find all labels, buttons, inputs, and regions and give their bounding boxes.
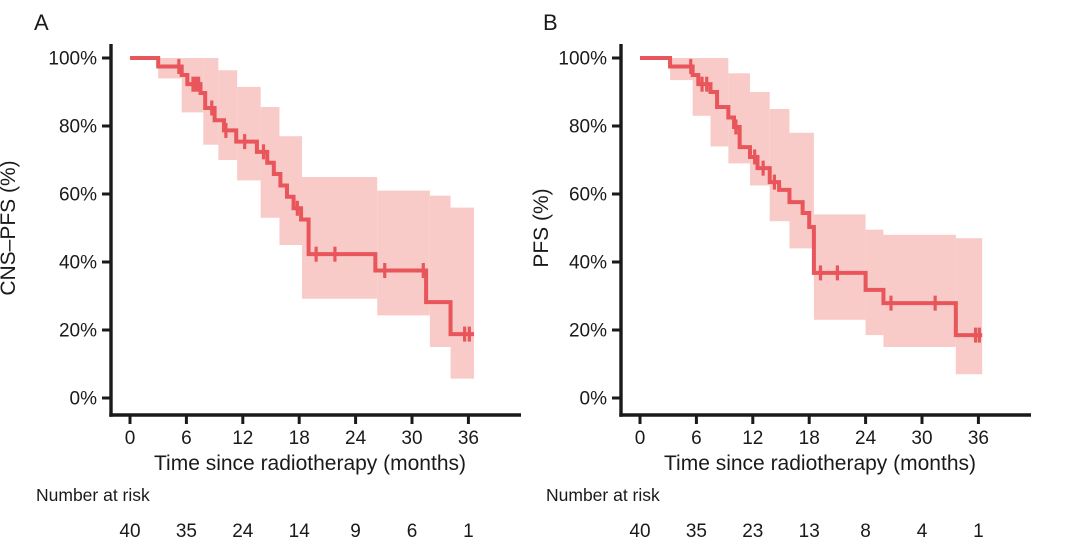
number-at-risk-header-b: Number at risk [546,485,660,505]
y-tick-label: 100% [48,49,97,70]
confidence-band-segment [670,58,693,81]
x-tick-label: 12 [742,428,763,449]
y-axis-title-b: PFS (%) [530,188,553,267]
y-tick-label: 20% [569,321,607,342]
x-tick-label: 18 [799,428,820,449]
y-tick-label: 20% [59,321,97,342]
confidence-band-segment [789,132,814,249]
panel-b: B PFS (%) Time since radiotherapy (month… [530,10,1031,542]
risk-count: 24 [232,521,254,542]
x-tick-label: 0 [635,428,646,449]
y-tick-label: 40% [569,253,607,274]
plot-area-a: 0 6 12 18 24 30 36 0% 20% 40% 60% 80% 100% 40 35 24 14 9 6… [48,44,521,542]
confidence-band-segment [749,92,770,186]
risk-count: 4 [917,521,928,542]
y-axis-title-a: CNS–PFS (%) [0,160,20,295]
confidence-band-segment [728,73,750,164]
x-tick-label: 30 [401,428,422,449]
confidence-band-segment [237,86,261,181]
plot-area-b: 0 6 12 18 24 30 36 0% 20% 40% 60% 80% 100% 40 35 23 13 8 4… [558,44,1031,542]
confidence-band-segment [865,229,884,336]
x-tick-label: 24 [345,428,367,449]
y-tick-label: 80% [59,117,97,138]
x-tick-label: 30 [911,428,932,449]
risk-count: 1 [973,521,984,542]
x-tick-label: 0 [125,428,136,449]
x-axis-title-b: Time since radiotherapy (months) [664,452,976,475]
risk-count: 1 [463,521,474,542]
panel-a: A CNS–PFS (%) Time since radiotherapy (m… [0,10,521,542]
confidence-band-segment [883,234,956,347]
risk-count: 9 [350,521,361,542]
risk-count: 6 [407,521,418,542]
y-tick-label: 40% [59,253,97,274]
x-tick-label: 6 [691,428,702,449]
risk-count: 8 [860,521,871,542]
confidence-band-segment [813,214,866,320]
confidence-band-segment [302,177,378,299]
risk-count: 23 [742,521,763,542]
confidence-band-segment [955,238,983,375]
risk-count: 40 [629,521,650,542]
risk-count: 14 [289,521,311,542]
risk-count: 40 [119,521,140,542]
confidence-band-segment [218,70,238,160]
confidence-band-segment [769,109,790,222]
risk-count: 35 [686,521,707,542]
x-axis-title-a: Time since radiotherapy (months) [154,452,466,475]
x-tick-label: 36 [968,428,989,449]
y-tick-label: 0% [580,389,608,410]
x-tick-label: 12 [232,428,253,449]
x-tick-label: 24 [855,428,877,449]
y-tick-label: 60% [569,185,607,206]
x-tick-label: 6 [181,428,192,449]
panel-label-b: B [543,10,558,35]
confidence-band-segment [279,136,303,245]
confidence-band-segment [450,207,475,379]
y-tick-label: 60% [59,185,97,206]
confidence-band-segment [710,58,729,147]
y-tick-label: 100% [558,49,607,70]
confidence-band-segment [377,190,430,316]
x-tick-label: 36 [458,428,479,449]
x-tick-label: 18 [289,428,310,449]
panel-label-a: A [34,10,49,35]
number-at-risk-header-a: Number at risk [36,485,150,505]
risk-count: 35 [176,521,197,542]
y-tick-label: 80% [569,117,607,138]
km-curve [640,56,983,338]
risk-count: 13 [799,521,820,542]
y-tick-label: 0% [70,389,98,410]
confidence-band-segment [429,195,451,347]
